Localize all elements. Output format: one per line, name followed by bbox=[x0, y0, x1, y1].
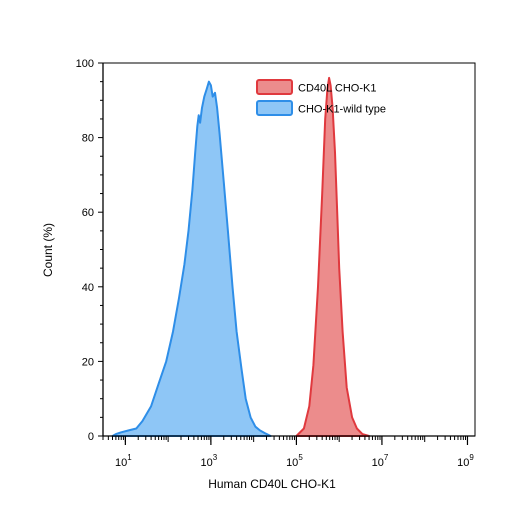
y-tick-label: 60 bbox=[82, 207, 94, 219]
series-area-0 bbox=[295, 76, 371, 437]
x-tick-label: 109 bbox=[457, 453, 474, 469]
y-tick-label: 100 bbox=[76, 58, 94, 70]
y-tick-label: 80 bbox=[82, 133, 94, 145]
legend-swatch-wild-type bbox=[256, 100, 293, 116]
x-axis-ticks: 101 103 105 107 109 bbox=[102, 436, 474, 469]
plot-frame bbox=[102, 62, 476, 437]
legend: CD40L CHO-K1 CHO-K1-wild type bbox=[256, 79, 386, 116]
chart-axes bbox=[102, 62, 476, 437]
legend-swatch-cd40l bbox=[256, 79, 293, 95]
y-tick-label: 20 bbox=[82, 356, 94, 368]
y-tick-label: 40 bbox=[82, 282, 94, 294]
y-tick-label: 0 bbox=[88, 431, 94, 443]
x-tick-label: 107 bbox=[372, 453, 389, 469]
y-axis-label: Count (%) bbox=[41, 223, 55, 277]
legend-label-cd40l: CD40L CHO-K1 bbox=[298, 83, 376, 95]
y-axis-ticks: 0 20 40 60 80 100 bbox=[76, 58, 103, 443]
legend-label-wild-type: CHO-K1-wild type bbox=[298, 104, 386, 116]
x-axis-label: Human CD40L CHO-K1 bbox=[208, 477, 336, 491]
series-area-1 bbox=[111, 80, 272, 437]
x-tick-label: 101 bbox=[115, 453, 132, 469]
x-tick-label: 103 bbox=[201, 453, 218, 469]
x-tick-label: 105 bbox=[286, 453, 303, 469]
series-areas bbox=[111, 76, 371, 437]
